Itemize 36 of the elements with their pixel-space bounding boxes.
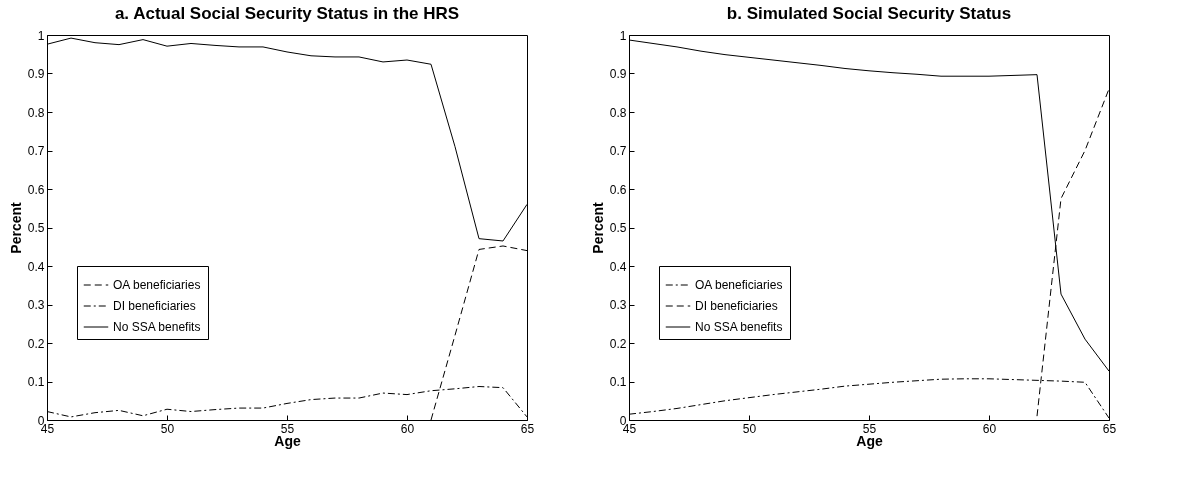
chart-title: b. Simulated Social Security Status — [726, 4, 1012, 23]
x-tick-label: 50 — [160, 421, 175, 436]
y-tick-label: 1 — [619, 28, 627, 43]
legend-label: DI beneficiaries — [695, 299, 778, 313]
y-axis-title: Percent — [7, 201, 24, 254]
y-tick-label: 0.2 — [27, 336, 45, 351]
x-tick-label: 65 — [520, 421, 535, 436]
legend-label: DI beneficiaries — [113, 299, 196, 313]
y-tick-label: 0.5 — [609, 221, 627, 235]
y-tick-label: 0.9 — [27, 67, 45, 81]
y-tick-label: 0.1 — [27, 375, 45, 389]
y-axis-title: Percent — [589, 201, 606, 254]
y-tick-label: 0.6 — [609, 182, 627, 197]
y-tick-label: 0.7 — [609, 144, 627, 158]
y-tick-label: 0.9 — [609, 67, 627, 81]
legend-label: OA beneficiaries — [695, 278, 783, 292]
legend-label: No SSA benefits — [695, 320, 783, 334]
y-tick-label: 0.4 — [609, 259, 627, 274]
y-tick-label: 0.8 — [27, 105, 45, 120]
legend-label: No SSA benefits — [113, 320, 201, 334]
x-tick-label: 50 — [742, 421, 757, 436]
chart-title: a. Actual Social Security Status in the HRS — [114, 4, 460, 23]
y-tick-label: 0.1 — [609, 375, 627, 389]
y-tick-label: 0.4 — [27, 259, 45, 274]
y-tick-label: 0.8 — [609, 105, 627, 120]
y-tick-label: 0.2 — [609, 336, 627, 351]
x-tick-label: 60 — [982, 421, 997, 436]
y-tick-label: 0.5 — [27, 221, 45, 235]
y-tick-label: 0.7 — [27, 144, 45, 158]
y-tick-label: 0.6 — [27, 182, 45, 197]
x-tick-label: 65 — [1102, 421, 1117, 436]
legend-label: OA beneficiaries — [113, 278, 201, 292]
y-tick-label: 0.3 — [27, 298, 45, 312]
y-tick-label: 1 — [37, 28, 45, 43]
y-tick-label: 0.3 — [609, 298, 627, 312]
x-tick-label: 60 — [400, 421, 415, 436]
